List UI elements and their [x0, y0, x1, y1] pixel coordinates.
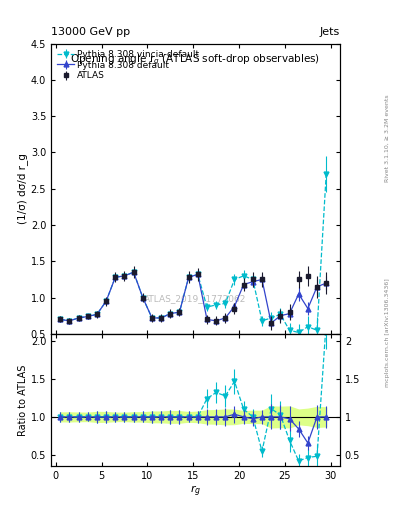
Text: ATLAS_2019_I1772062: ATLAS_2019_I1772062 — [144, 294, 247, 304]
Text: Jets: Jets — [320, 27, 340, 37]
Y-axis label: (1/σ) dσ/d r_g: (1/σ) dσ/d r_g — [17, 153, 28, 224]
Text: mcplots.cern.ch [arXiv:1306.3436]: mcplots.cern.ch [arXiv:1306.3436] — [385, 279, 389, 387]
X-axis label: $r_g$: $r_g$ — [190, 483, 201, 499]
Y-axis label: Ratio to ATLAS: Ratio to ATLAS — [18, 364, 28, 436]
Text: Rivet 3.1.10, ≥ 3.2M events: Rivet 3.1.10, ≥ 3.2M events — [385, 94, 389, 182]
Text: 13000 GeV pp: 13000 GeV pp — [51, 27, 130, 37]
Text: Opening angle r$_g$ (ATLAS soft-drop observables): Opening angle r$_g$ (ATLAS soft-drop obs… — [70, 52, 321, 67]
Legend: Pythia 8.308 vincia-default, Pythia 8.308 default, ATLAS: Pythia 8.308 vincia-default, Pythia 8.30… — [55, 48, 201, 82]
